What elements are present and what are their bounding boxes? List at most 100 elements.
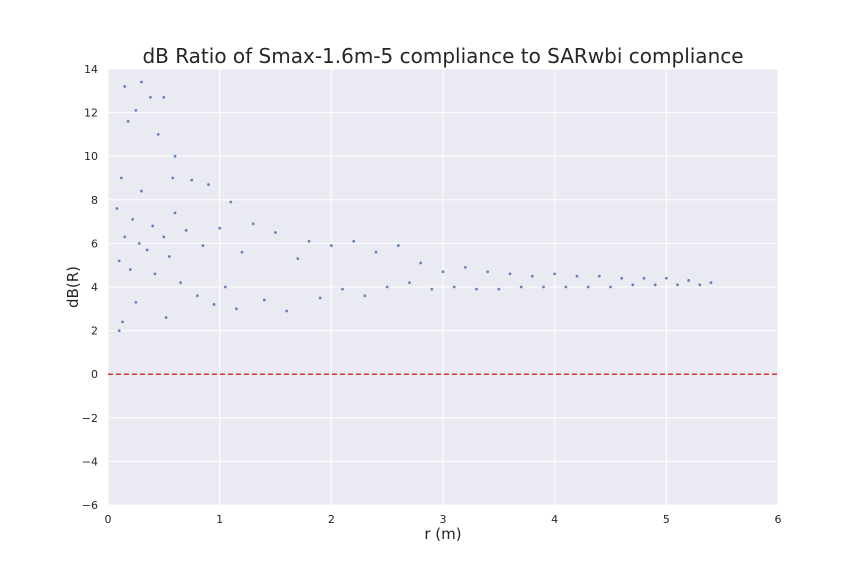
scatter-point [126, 119, 130, 123]
scatter-point [408, 281, 411, 285]
scatter-point [145, 248, 149, 252]
scatter-point [486, 270, 490, 274]
scatter-point [173, 154, 177, 158]
scatter-point [134, 109, 138, 112]
scatter-points [115, 80, 713, 332]
scatter-point [575, 274, 579, 278]
scatter-point [396, 244, 400, 247]
scatter-point [497, 287, 501, 291]
y-tick-label: 10 [84, 150, 98, 163]
scatter-point [620, 276, 624, 280]
scatter-point [274, 231, 277, 234]
scatter-point [171, 176, 175, 180]
grid-lines [107, 68, 779, 506]
scatter-point [385, 285, 389, 289]
scatter-point [352, 239, 356, 243]
y-tick-label: 2 [91, 325, 98, 338]
scatter-point [419, 261, 423, 265]
x-tick-label: 1 [216, 513, 223, 526]
scatter-point [195, 294, 199, 298]
scatter-point [285, 309, 289, 313]
scatter-point [709, 281, 713, 285]
scatter-point [151, 224, 155, 228]
scatter-point [117, 329, 121, 332]
scatter-point [162, 235, 166, 239]
scatter-point [168, 255, 171, 258]
scatter-point [218, 226, 222, 230]
y-tick-label: −4 [82, 455, 98, 468]
scatter-point [117, 259, 121, 263]
scatter-point [123, 85, 127, 88]
scatter-point [586, 285, 590, 289]
scatter-point [140, 80, 143, 84]
scatter-point [184, 228, 188, 232]
scatter-point [173, 211, 177, 215]
scatter-point [664, 276, 668, 280]
y-tick-label: 0 [91, 368, 98, 381]
scatter-point [212, 303, 216, 306]
scatter-point [553, 272, 557, 276]
scatter-point [475, 287, 478, 291]
scatter-point [609, 285, 612, 289]
scatter-point [121, 320, 124, 324]
scatter-point [653, 283, 657, 287]
scatter-point [229, 200, 233, 204]
y-tick-label: 12 [84, 107, 98, 120]
scatter-point [149, 95, 152, 99]
scatter-point [374, 250, 378, 254]
y-tick-label: −6 [82, 499, 98, 512]
scatter-point [140, 189, 143, 193]
scatter-point [201, 244, 205, 247]
chart-title: dB Ratio of Smax-1.6m-5 compliance to SA… [142, 44, 743, 68]
y-tick-label: 14 [84, 63, 98, 76]
scatter-point [128, 268, 132, 271]
scatter-point [631, 283, 635, 287]
scatter-point [676, 283, 679, 287]
x-tick-label: 2 [328, 513, 335, 526]
scatter-point [162, 95, 166, 99]
scatter-point [564, 285, 568, 289]
scatter-point [519, 285, 523, 289]
scatter-point [179, 281, 182, 285]
scatter-point [120, 176, 123, 180]
scatter-point [452, 285, 456, 289]
scatter-point [153, 272, 157, 276]
y-tick-labels: −6 −4 −2 0 2 4 6 8 10 12 14 [82, 63, 98, 512]
x-axis-label: r (m) [424, 525, 461, 543]
x-tick-label: 5 [663, 513, 670, 526]
scatter-point [134, 300, 138, 304]
x-tick-label: 0 [105, 513, 112, 526]
x-tick-label: 3 [440, 513, 447, 526]
scatter-point [251, 222, 255, 226]
scatter-point [156, 133, 160, 136]
x-tick-label: 6 [775, 513, 782, 526]
scatter-point [207, 183, 210, 186]
scatter-point [115, 207, 119, 210]
y-tick-label: 4 [91, 281, 98, 294]
scatter-point [307, 239, 311, 243]
scatter-point [530, 274, 534, 278]
y-tick-label: 8 [91, 194, 98, 207]
scatter-point [430, 287, 434, 291]
scatter-point [698, 283, 702, 287]
scatter-point [341, 287, 344, 291]
scatter-point [223, 285, 227, 289]
x-tick-label: 4 [551, 513, 558, 526]
scatter-point [597, 274, 601, 278]
x-tick-labels: 0 1 2 3 4 5 6 [105, 513, 782, 526]
scatter-point [687, 279, 691, 282]
scatter-point [164, 316, 168, 319]
scatter-point [542, 285, 545, 289]
scatter-point [296, 257, 300, 261]
scatter-point [123, 235, 127, 239]
scatter-point [463, 265, 467, 269]
scatter-point [508, 272, 512, 276]
y-tick-label: −2 [82, 412, 98, 425]
scatter-point [240, 250, 244, 254]
scatter-point [441, 270, 445, 274]
scatter-point [235, 307, 238, 311]
scatter-point [329, 244, 333, 247]
scatter-point [642, 276, 646, 280]
scatter-point [262, 298, 266, 302]
